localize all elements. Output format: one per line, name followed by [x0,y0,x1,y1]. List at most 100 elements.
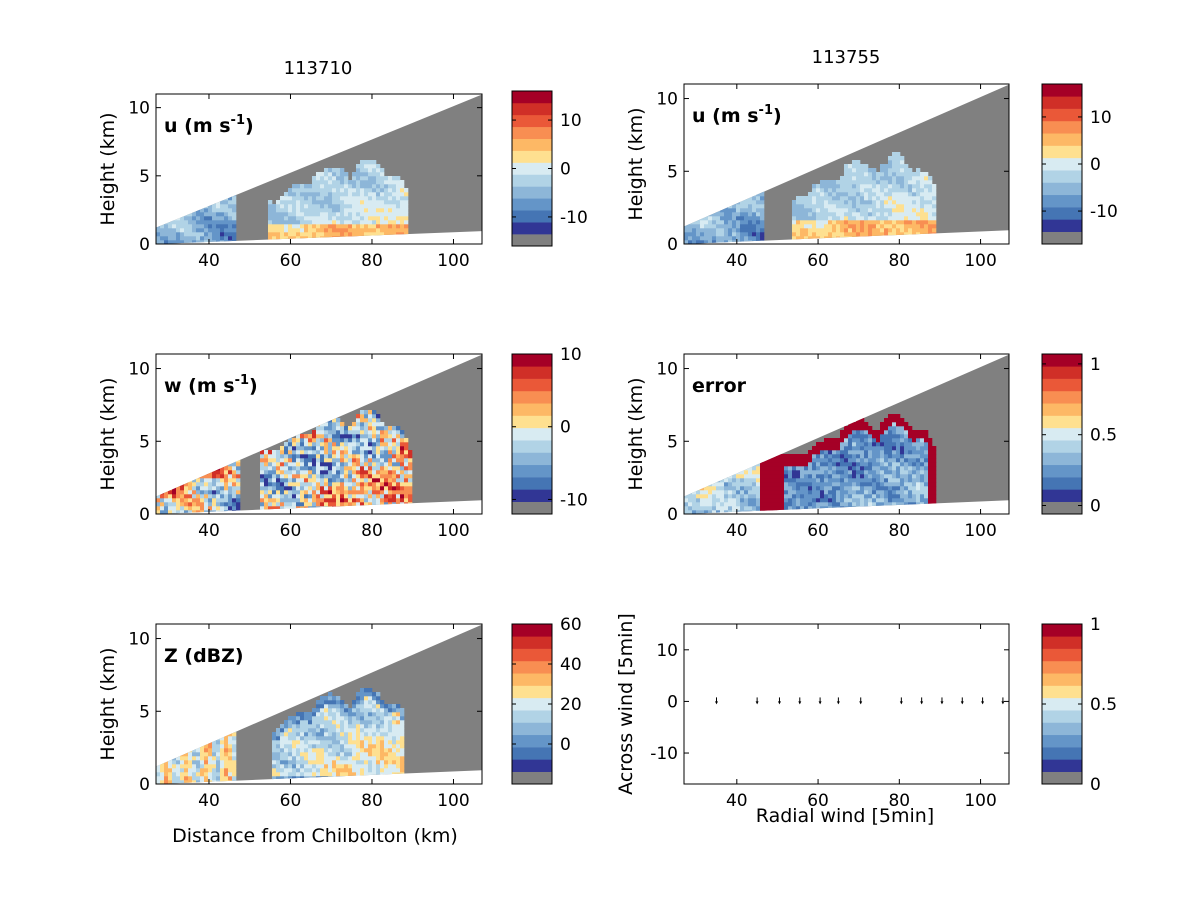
data-cell [380,450,385,455]
data-cell [760,354,765,359]
data-cell [856,486,861,491]
data-cell [228,768,233,773]
data-cell [216,212,221,217]
data-cell [280,458,285,463]
data-cell [744,482,749,487]
data-cell [800,236,805,241]
data-cell [272,740,277,745]
data-cell [864,482,869,487]
data-cell [748,462,753,467]
data-cell [896,232,901,237]
data-cell [832,466,837,471]
data-cell [848,506,853,511]
data-cell [876,220,881,225]
data-cell [396,712,401,717]
data-cell [868,458,873,463]
data-cell [324,752,329,757]
data-cell [804,490,809,495]
data-cell [304,752,309,757]
data-cell [296,768,301,773]
data-cell [692,506,697,511]
data-cell [336,768,341,773]
data-cell [316,430,321,435]
data-cell [888,156,893,161]
data-cell [180,502,185,507]
data-cell [888,426,893,431]
data-cell [896,446,901,451]
data-cell [768,494,773,499]
data-cell [900,478,905,483]
data-cell [292,454,297,459]
data-cell [904,474,909,479]
data-cell [308,486,313,491]
data-cell [344,426,349,431]
data-cell [368,772,373,777]
data-cell [864,184,869,189]
data-cell [328,716,333,721]
data-cell [352,768,357,773]
data-cell [188,474,193,479]
data-cell [232,458,237,463]
data-cell [896,502,901,507]
data-cell [276,232,281,237]
data-cell [888,204,893,209]
data-cell [856,224,861,229]
data-cell [840,200,845,205]
data-cell [364,224,369,229]
data-cell [396,442,401,447]
data-cell [316,760,321,765]
data-cell [748,478,753,483]
data-cell [320,418,325,423]
data-cell [404,232,409,237]
data-cell [344,220,349,225]
data-cell [364,160,369,165]
data-cell [756,204,761,209]
data-cell [856,506,861,511]
data-cell [380,756,385,761]
data-cell [832,442,837,447]
data-cell [808,502,813,507]
data-cell [208,216,213,221]
data-cell [392,470,397,475]
data-cell [920,200,925,205]
data-cell [844,466,849,471]
data-cell [280,768,285,773]
data-cell [396,732,401,737]
data-cell [716,510,721,514]
data-cell [168,236,173,241]
data-cell [336,756,341,761]
data-cell [868,470,873,475]
data-cell [912,180,917,185]
data-cell [932,208,937,213]
data-cell [344,502,349,507]
data-cell [760,196,765,201]
data-cell [892,188,897,193]
data-cell [208,220,213,225]
data-cell [340,732,345,737]
data-cell [204,466,209,471]
data-cell [224,208,229,213]
data-cell [168,216,173,221]
data-cell [320,200,325,205]
data-cell [736,228,741,233]
data-cell [304,506,309,511]
data-cell [720,498,725,503]
data-cell [876,224,881,229]
data-cell [224,224,229,229]
data-cell [348,490,353,495]
data-cell [868,224,873,229]
data-cell [396,176,401,181]
data-cell [276,228,281,233]
data-cell [732,466,737,471]
data-cell [796,458,801,463]
data-cell [736,196,741,201]
data-cell [352,736,357,741]
data-cell [172,478,177,483]
data-cell [268,506,273,511]
data-cell [312,764,317,769]
data-cell [924,192,929,197]
data-cell [752,462,757,467]
data-cell [760,192,765,197]
data-cell [892,462,897,467]
data-cell [320,482,325,487]
